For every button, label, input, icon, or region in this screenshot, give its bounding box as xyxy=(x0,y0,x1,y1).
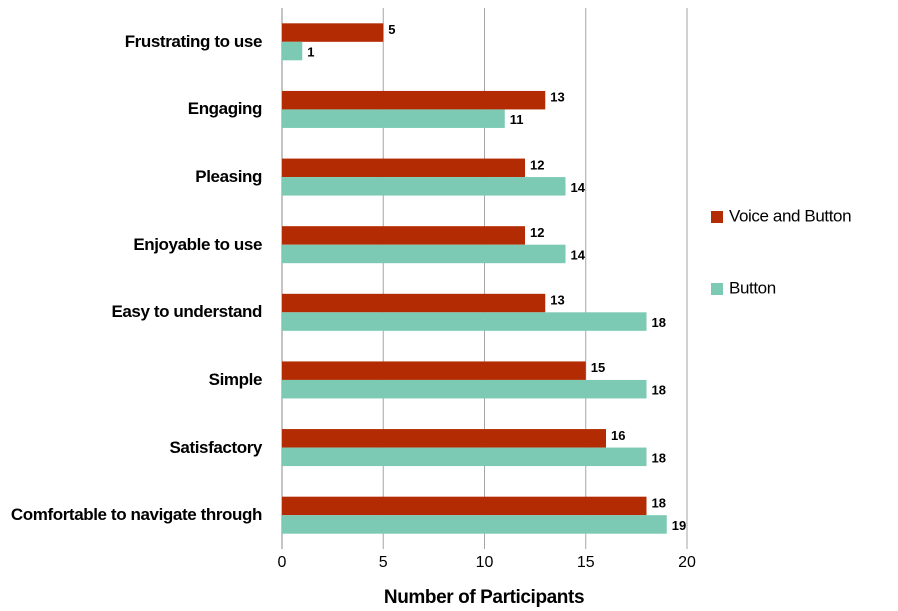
bar xyxy=(282,41,303,61)
bar xyxy=(282,447,647,467)
y-tick-label: Comfortable to navigate through xyxy=(10,505,263,525)
value-label: 12 xyxy=(530,225,544,240)
bar xyxy=(282,109,505,128)
value-label: 1 xyxy=(307,45,314,60)
x-tick-label: 5 xyxy=(379,554,388,571)
y-tick-label: Enjoyable to use xyxy=(133,234,262,254)
legend-label: Voice and Button xyxy=(729,206,851,225)
bar xyxy=(282,23,384,42)
y-tick-label: Satisfactory xyxy=(169,437,262,457)
value-label: 14 xyxy=(571,247,586,262)
legend-swatch xyxy=(711,211,723,223)
bar xyxy=(282,312,647,331)
bar xyxy=(282,177,566,196)
x-tick-label: 0 xyxy=(278,554,287,571)
value-label: 5 xyxy=(388,22,395,37)
bar xyxy=(282,429,606,448)
value-label: 18 xyxy=(652,315,666,330)
bar xyxy=(282,496,647,516)
bar xyxy=(282,515,667,534)
value-label: 18 xyxy=(652,383,666,398)
legend-swatch xyxy=(711,283,723,295)
bar xyxy=(282,293,546,313)
value-label: 19 xyxy=(672,518,686,533)
value-label: 12 xyxy=(530,157,544,172)
bar xyxy=(282,226,525,245)
y-tick-label: Pleasing xyxy=(195,167,262,187)
bar xyxy=(282,90,546,110)
value-label: 15 xyxy=(591,360,605,375)
bar xyxy=(282,244,566,264)
x-tick-label: 15 xyxy=(577,554,595,571)
y-tick-label: Easy to understand xyxy=(111,302,262,322)
x-axis-label: Number of Participants xyxy=(384,587,584,608)
x-tick-label: 10 xyxy=(476,554,494,571)
value-label: 11 xyxy=(510,112,524,127)
y-tick-label: Simple xyxy=(208,369,263,389)
y-tick-label: Engaging xyxy=(187,99,263,119)
bar xyxy=(282,158,525,178)
x-tick-label: 20 xyxy=(678,554,696,571)
bar xyxy=(282,379,647,399)
value-label: 16 xyxy=(611,428,625,443)
value-label: 13 xyxy=(550,293,564,308)
value-label: 18 xyxy=(652,495,666,510)
value-label: 18 xyxy=(652,450,666,465)
value-label: 14 xyxy=(571,180,586,195)
y-tick-label: Frustrating to use xyxy=(124,31,263,51)
legend-label: Button xyxy=(729,278,776,297)
bar xyxy=(282,361,586,380)
value-label: 13 xyxy=(550,90,564,105)
